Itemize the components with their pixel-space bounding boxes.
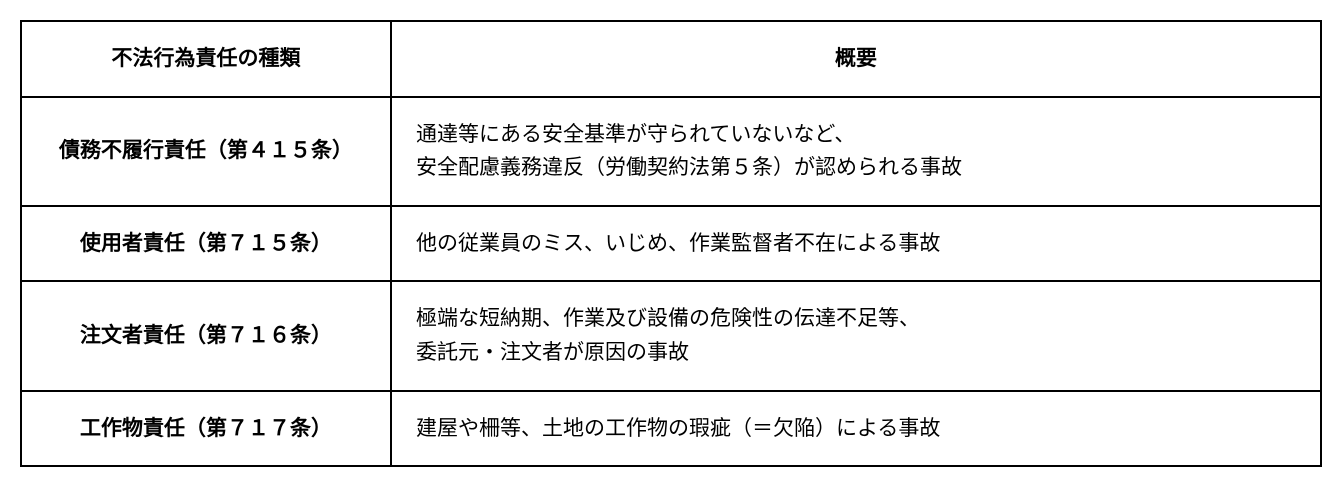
summary-cell: 他の従業員のミス、いじめ、作業監督者不在による事故 bbox=[391, 206, 1321, 282]
type-cell: 使用者責任（第７１５条） bbox=[21, 206, 391, 282]
type-cell: 債務不履行責任（第４１５条） bbox=[21, 97, 391, 206]
table-row: 債務不履行責任（第４１５条） 通達等にある安全基準が守られていないなど、 安全配… bbox=[21, 97, 1321, 206]
summary-line: 通達等にある安全基準が守られていないなど、 bbox=[416, 118, 1296, 152]
table-row: 注文者責任（第７１６条） 極端な短納期、作業及び設備の危険性の伝達不足等、 委託… bbox=[21, 281, 1321, 390]
summary-cell: 建屋や柵等、土地の工作物の瑕疵（＝欠陥）による事故 bbox=[391, 391, 1321, 467]
summary-cell: 通達等にある安全基準が守られていないなど、 安全配慮義務違反（労働契約法第５条）… bbox=[391, 97, 1321, 206]
summary-line: 極端な短納期、作業及び設備の危険性の伝達不足等、 bbox=[416, 302, 1296, 336]
liability-type-table: 不法行為責任の種類 概要 債務不履行責任（第４１５条） 通達等にある安全基準が守… bbox=[20, 20, 1322, 467]
table-header-row: 不法行為責任の種類 概要 bbox=[21, 21, 1321, 97]
table-row: 工作物責任（第７１７条） 建屋や柵等、土地の工作物の瑕疵（＝欠陥）による事故 bbox=[21, 391, 1321, 467]
summary-line: 建屋や柵等、土地の工作物の瑕疵（＝欠陥）による事故 bbox=[416, 412, 1296, 446]
type-cell: 注文者責任（第７１６条） bbox=[21, 281, 391, 390]
summary-line: 安全配慮義務違反（労働契約法第５条）が認められる事故 bbox=[416, 151, 1296, 185]
summary-line: 委託元・注文者が原因の事故 bbox=[416, 336, 1296, 370]
header-summary: 概要 bbox=[391, 21, 1321, 97]
header-type: 不法行為責任の種類 bbox=[21, 21, 391, 97]
summary-line: 他の従業員のミス、いじめ、作業監督者不在による事故 bbox=[416, 227, 1296, 261]
summary-cell: 極端な短納期、作業及び設備の危険性の伝達不足等、 委託元・注文者が原因の事故 bbox=[391, 281, 1321, 390]
table-row: 使用者責任（第７１５条） 他の従業員のミス、いじめ、作業監督者不在による事故 bbox=[21, 206, 1321, 282]
type-cell: 工作物責任（第７１７条） bbox=[21, 391, 391, 467]
